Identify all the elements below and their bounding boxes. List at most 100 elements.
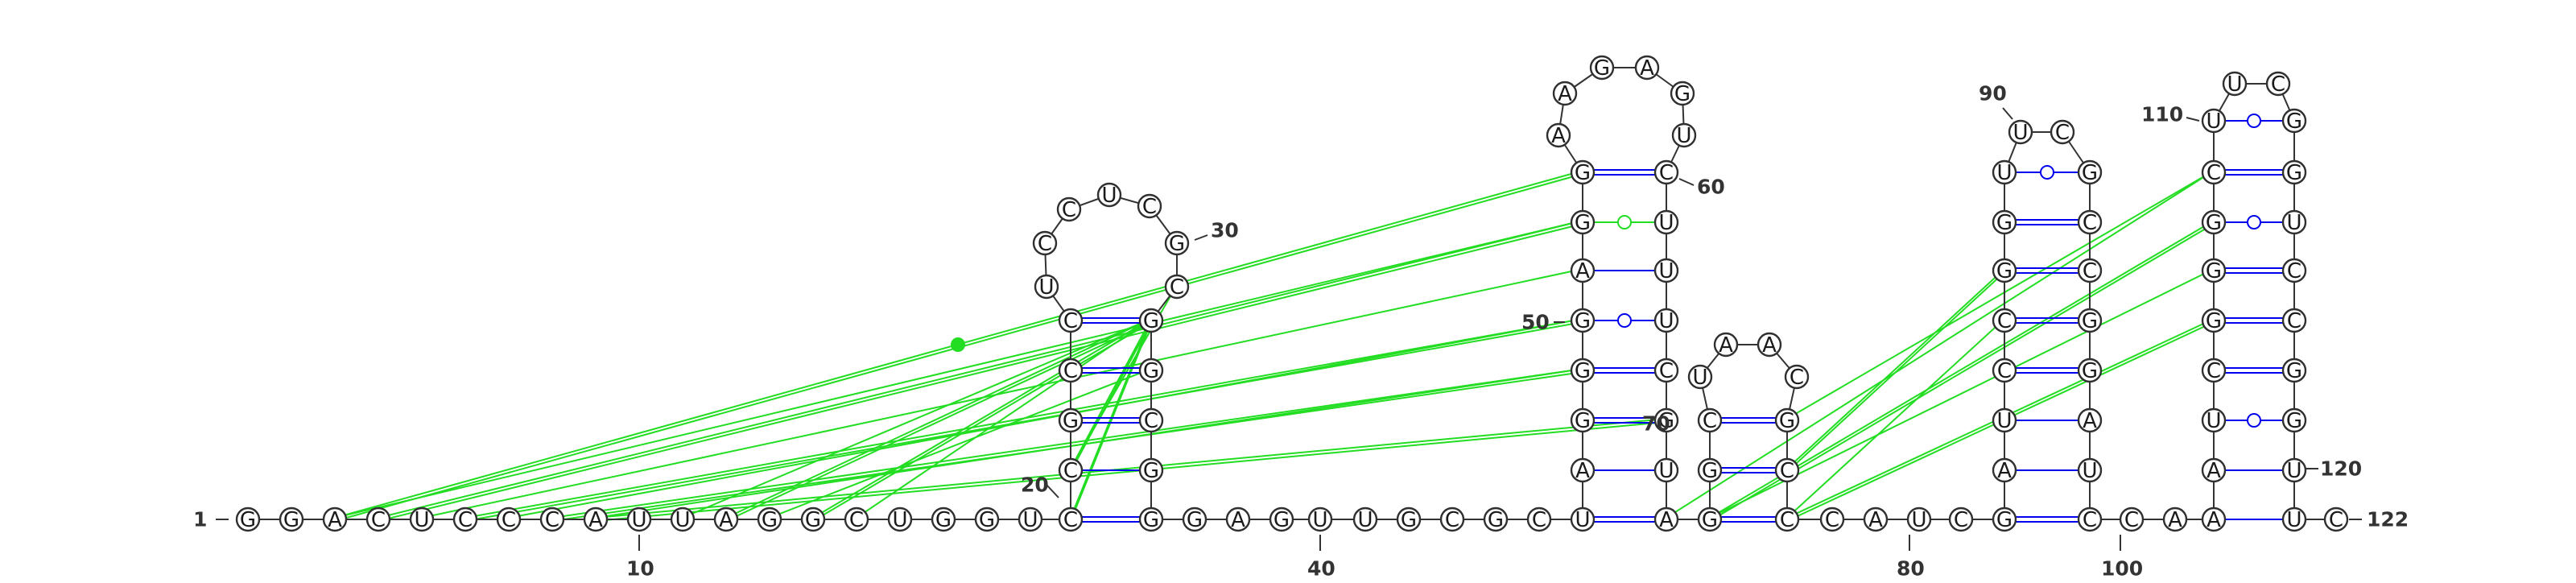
nucleotide: C [1697,407,1723,433]
nucleotide-circle [1269,507,1294,532]
nucleotide: G [974,507,1000,532]
nucleotide-circle [626,507,652,532]
nucleotide-letter: G [283,508,299,532]
nucleotide: U [1653,457,1679,483]
nucleotide-circle [2281,457,2307,483]
nucleotide-letter: U [892,508,907,532]
nucleotide-circle [1819,507,1845,532]
nucleotide-letter: A [1762,333,1777,358]
nucleotide-circle [2201,358,2227,383]
nucleotide-circle [2077,308,2103,333]
nucleotide-letter: G [1143,459,1159,483]
pseudoknot-line [812,318,1152,519]
pseudoknot-line [595,368,1583,519]
label-90: 90 [1979,82,2007,105]
nucleotide-letter: C [1063,359,1078,383]
pseudoknot-line [378,220,1583,519]
nucleotide-circle [931,507,956,532]
nucleotide-circle [887,507,913,532]
nucleotide: G [931,507,956,532]
nucleotide-circle [1570,457,1596,483]
nucleotide-letter: C [1170,275,1184,300]
nucleotide: C [844,507,869,532]
label-20: 20 [1021,473,1049,497]
label-40: 40 [1307,557,1335,581]
nucleotide-circle [1687,364,1713,390]
nucleotide-letter: U [1038,275,1054,300]
nucleotide-circle [1634,55,1660,81]
nucleotide-letter: U [1692,366,1707,390]
nucleotide-letter: C [2083,508,2097,532]
nucleotide-circle [1137,193,1162,219]
nucleotide-letter: A [1997,459,2012,483]
nucleotide-letter: G [1187,508,1203,532]
wobble-pair-marker [2247,114,2261,128]
nucleotide: G [1269,507,1294,532]
nucleotide: G [1992,209,2017,235]
pseudoknot-line [421,268,1583,519]
nucleotide: C [2281,258,2307,283]
nucleotide-letter: G [1274,508,1290,532]
nucleotide: A [1546,122,1571,148]
label-end: 122 [2367,508,2409,531]
nucleotide: A [1225,507,1251,532]
nucleotide: G [1396,507,1422,532]
nucleotide-letter: U [1676,124,1691,148]
nucleotide-circle [1863,507,1889,532]
nucleotide-letter: G [1702,459,1718,483]
nucleotide-circle [1570,507,1596,532]
nucleotide: G [1697,507,1723,532]
nucleotide-circle [800,507,826,532]
nucleotide-circle [2281,507,2307,532]
nucleotide-circle [1307,507,1333,532]
nucleotide-letter: C [1659,161,1674,185]
nucleotide-circle [670,507,696,532]
nucleotide-circle [1774,507,1800,532]
label-60: 60 [1697,176,1725,199]
nucleotide-circle [1992,407,2017,433]
nucleotide: G [235,507,261,532]
nucleotide-letter: C [2287,309,2301,333]
nucleotide-letter: A [1659,508,1674,532]
nucleotide-circle [2281,108,2307,134]
nucleotide: G [2201,308,2227,333]
nucleotide-letter: G [762,508,778,532]
nucleotide: U [2201,108,2227,134]
nucleotide-circle [2008,119,2033,145]
nucleotide-circle [2162,507,2188,532]
nucleotide-circle [2201,507,2227,532]
nucleotide: C [1653,358,1679,383]
nucleotide: U [1671,122,1697,148]
nucleotide: G [1138,308,1164,333]
nucleotide: C [539,507,565,532]
nucleotide-circle [2281,308,2307,333]
pseudoknot-line [378,223,1583,522]
nucleotide-circle [1713,332,1739,358]
label-110: 110 [2141,103,2183,126]
nucleotide-letter: G [2286,161,2302,185]
nucleotide-circle [1570,258,1596,283]
nucleotide-letter: G [1575,211,1591,235]
nucleotide-circle [539,507,565,532]
nucleotide-letter: A [2083,409,2097,433]
nucleotide-circle [1032,230,1058,256]
label-50: 50 [1521,311,1550,334]
nucleotide-letter: G [1063,409,1079,433]
nucleotide-letter: U [631,508,646,532]
nucleotide-letter: C [1954,508,1968,532]
nucleotide: G [1774,407,1800,433]
pseudoknot-line [551,368,1583,519]
nucleotide-circle [2281,407,2307,433]
nucleotide-letter: U [2286,211,2301,235]
nucleotide-letter: A [588,508,603,532]
pseudoknot-line [1786,170,2215,420]
nucleotide-letter: C [545,508,559,532]
nucleotide-circle [1058,308,1084,333]
nucleotide-letter: C [2287,259,2301,283]
nucleotide: C [2281,308,2307,333]
nucleotide-circle [1058,407,1084,433]
nucleotide-letter: U [1575,508,1590,532]
nucleotide-letter: G [2286,409,2302,433]
